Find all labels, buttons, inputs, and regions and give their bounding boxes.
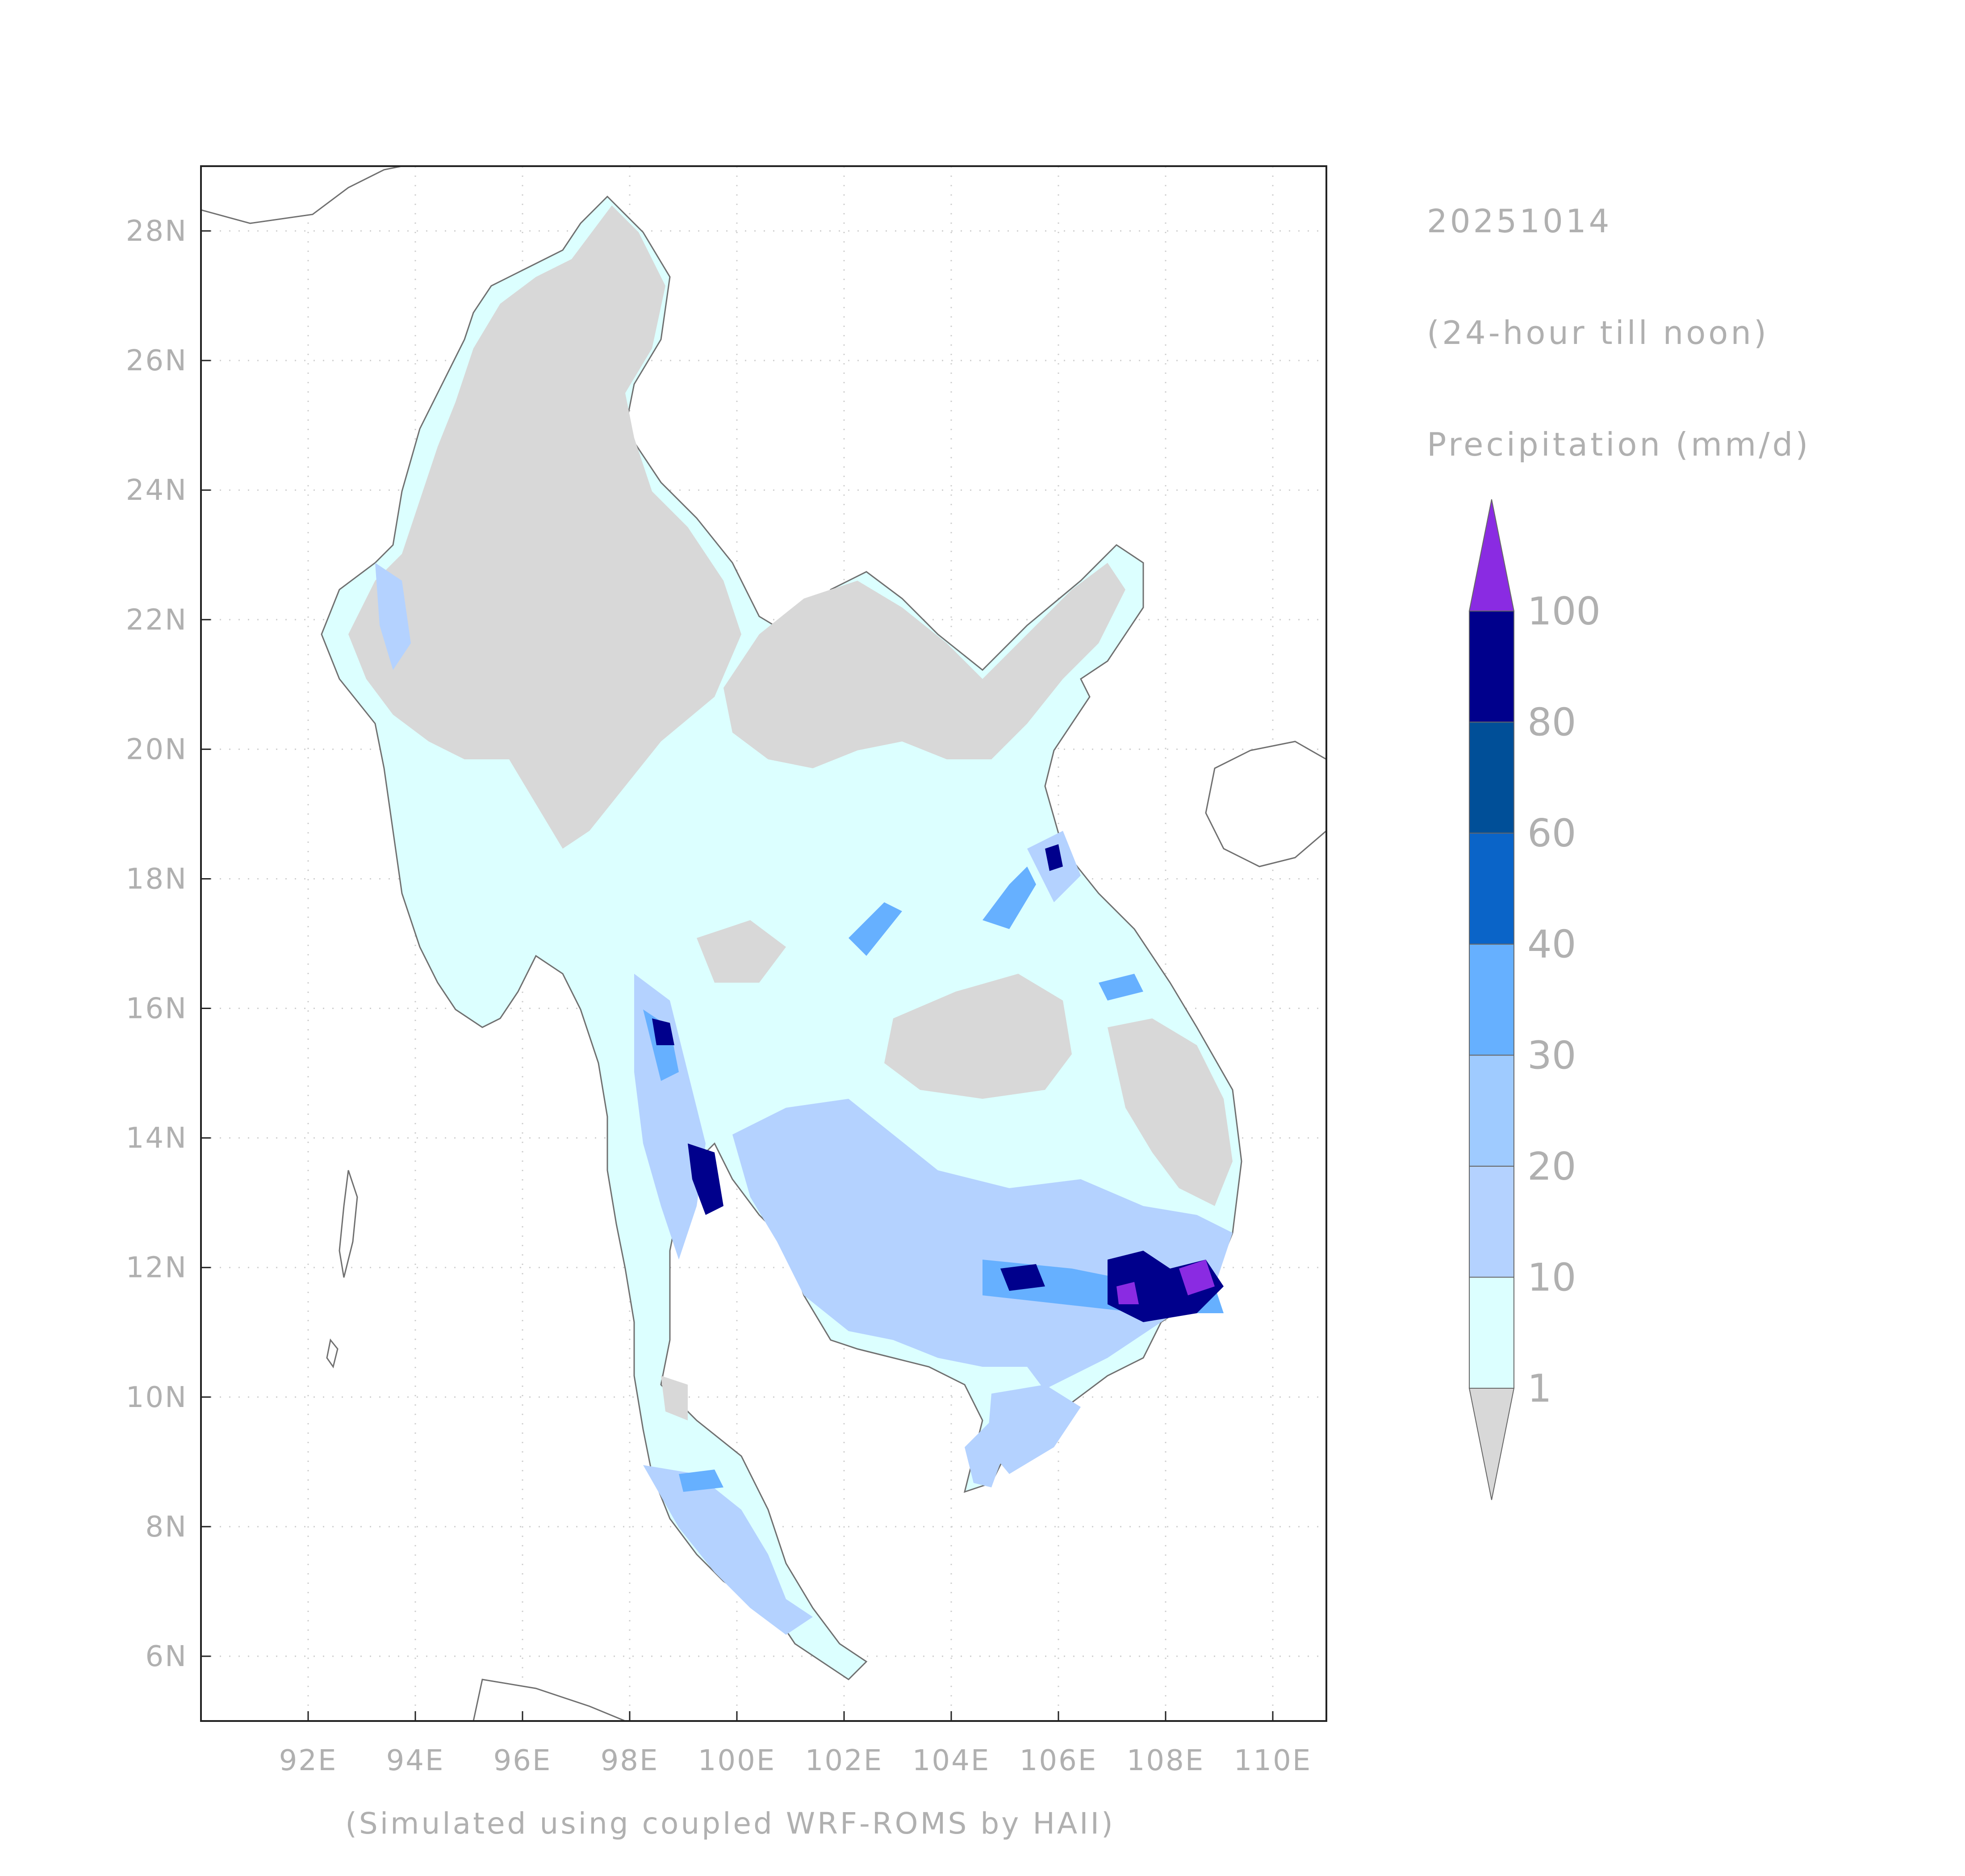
- rain-area-mekong-delta: [987, 1385, 1081, 1474]
- dry-region-northeast-thailand: [884, 974, 1072, 1099]
- rain-peak-southern-vietnam: [1179, 1260, 1215, 1295]
- map-frame: [200, 165, 1327, 1722]
- colorbar-band: [1469, 1277, 1514, 1389]
- lat-tick-label: 14N: [126, 1122, 188, 1155]
- map-date: 20251014: [1427, 202, 1612, 240]
- colorbar-label: 10: [1527, 1255, 1576, 1300]
- colorbar-label: 1: [1527, 1366, 1552, 1411]
- rain-peak-cambodia: [1116, 1282, 1139, 1304]
- colorbar-below-triangle: [1468, 1388, 1515, 1500]
- longitude-axis: 92E 94E 96E 98E 100E 102E 104E 106E 108E 110E: [279, 1711, 1312, 1777]
- rain-core-thailand: [688, 1143, 723, 1215]
- colorbar-above-triangle: [1468, 499, 1515, 611]
- lat-tick-label: 24N: [126, 474, 188, 507]
- lon-tick-label: 92E: [279, 1744, 338, 1777]
- lon-tick-label: 96E: [493, 1744, 552, 1777]
- rain-streak-vietnam-north: [982, 867, 1036, 929]
- rain-streak-vietnam-central: [1099, 974, 1143, 1001]
- rain-streak-laos: [849, 902, 902, 956]
- lat-tick-label: 12N: [126, 1252, 188, 1285]
- lon-tick-label: 102E: [805, 1744, 883, 1777]
- lon-tick-label: 94E: [386, 1744, 445, 1777]
- lon-tick-label: 110E: [1234, 1744, 1312, 1777]
- dry-region-myanmar-north: [348, 205, 741, 849]
- credit-note: (Simulated using coupled WRF-ROMS by HAI…: [345, 1806, 1115, 1841]
- dry-region-laos-north: [723, 563, 1125, 768]
- dry-regions: [348, 205, 1233, 1420]
- colorbar-band: [1469, 1055, 1514, 1167]
- map-variable: Precipitation (mm/d): [1427, 426, 1810, 463]
- colorbar-label: 80: [1527, 700, 1576, 745]
- rain-core-cambodia: [1000, 1264, 1045, 1291]
- colorbar-legend: 1 10 20 30 40 60 80 100: [1468, 499, 1601, 1500]
- lon-tick-label: 108E: [1127, 1744, 1205, 1777]
- colorbar-label: 100: [1527, 589, 1601, 634]
- lon-tick-label: 100E: [698, 1744, 776, 1777]
- colorbar-label: 20: [1527, 1144, 1576, 1189]
- rain-area-myanmar-west: [375, 563, 411, 670]
- sumatra-fragment: [472, 1679, 626, 1721]
- lat-tick-label: 22N: [126, 603, 188, 636]
- lon-tick-label: 106E: [1020, 1744, 1098, 1777]
- rain-over-100: [1116, 1260, 1215, 1304]
- map-layer: [201, 166, 1326, 1721]
- map-period: (24-hour till noon): [1427, 314, 1769, 352]
- nicobar-islands: [326, 1338, 339, 1369]
- colorbar-label: 30: [1527, 1033, 1576, 1078]
- colorbar-band: [1469, 721, 1514, 834]
- rain-core-vietnam-north: [1045, 844, 1063, 871]
- lat-tick-label: 26N: [126, 344, 188, 377]
- india-bangladesh-coast: [201, 166, 402, 224]
- dry-region-central-highlands: [1108, 1018, 1233, 1206]
- colorbar-label: 40: [1527, 922, 1576, 967]
- colorbar-band: [1469, 833, 1514, 945]
- lon-tick-label: 98E: [601, 1744, 659, 1777]
- lat-tick-label: 20N: [126, 733, 188, 766]
- rain-streak-peninsula: [679, 1470, 723, 1492]
- lat-tick-label: 10N: [126, 1381, 188, 1414]
- lat-tick-label: 8N: [145, 1511, 188, 1544]
- hainan-island: [1205, 741, 1326, 867]
- colorbar-band: [1469, 943, 1514, 1056]
- colorbar-band: [1469, 611, 1514, 723]
- colorbar-band: [1469, 1165, 1514, 1278]
- rain-area-southern-peninsula: [643, 1465, 813, 1635]
- lat-tick-label: 18N: [126, 863, 188, 896]
- andaman-islands: [339, 1170, 358, 1278]
- latitude-axis: 6N 8N 10N 12N 14N 16N 18N 20N 22N 24N 26N 28N: [126, 215, 211, 1673]
- dry-region-peninsula: [661, 1376, 688, 1420]
- lat-tick-label: 16N: [126, 992, 188, 1026]
- rain-core-myanmar: [652, 1018, 674, 1045]
- dry-region-central-thailand: [697, 920, 786, 983]
- colorbar-label: 60: [1527, 811, 1576, 856]
- lon-tick-label: 104E: [912, 1744, 991, 1777]
- lat-tick-label: 28N: [126, 215, 188, 248]
- lat-tick-label: 6N: [145, 1640, 188, 1673]
